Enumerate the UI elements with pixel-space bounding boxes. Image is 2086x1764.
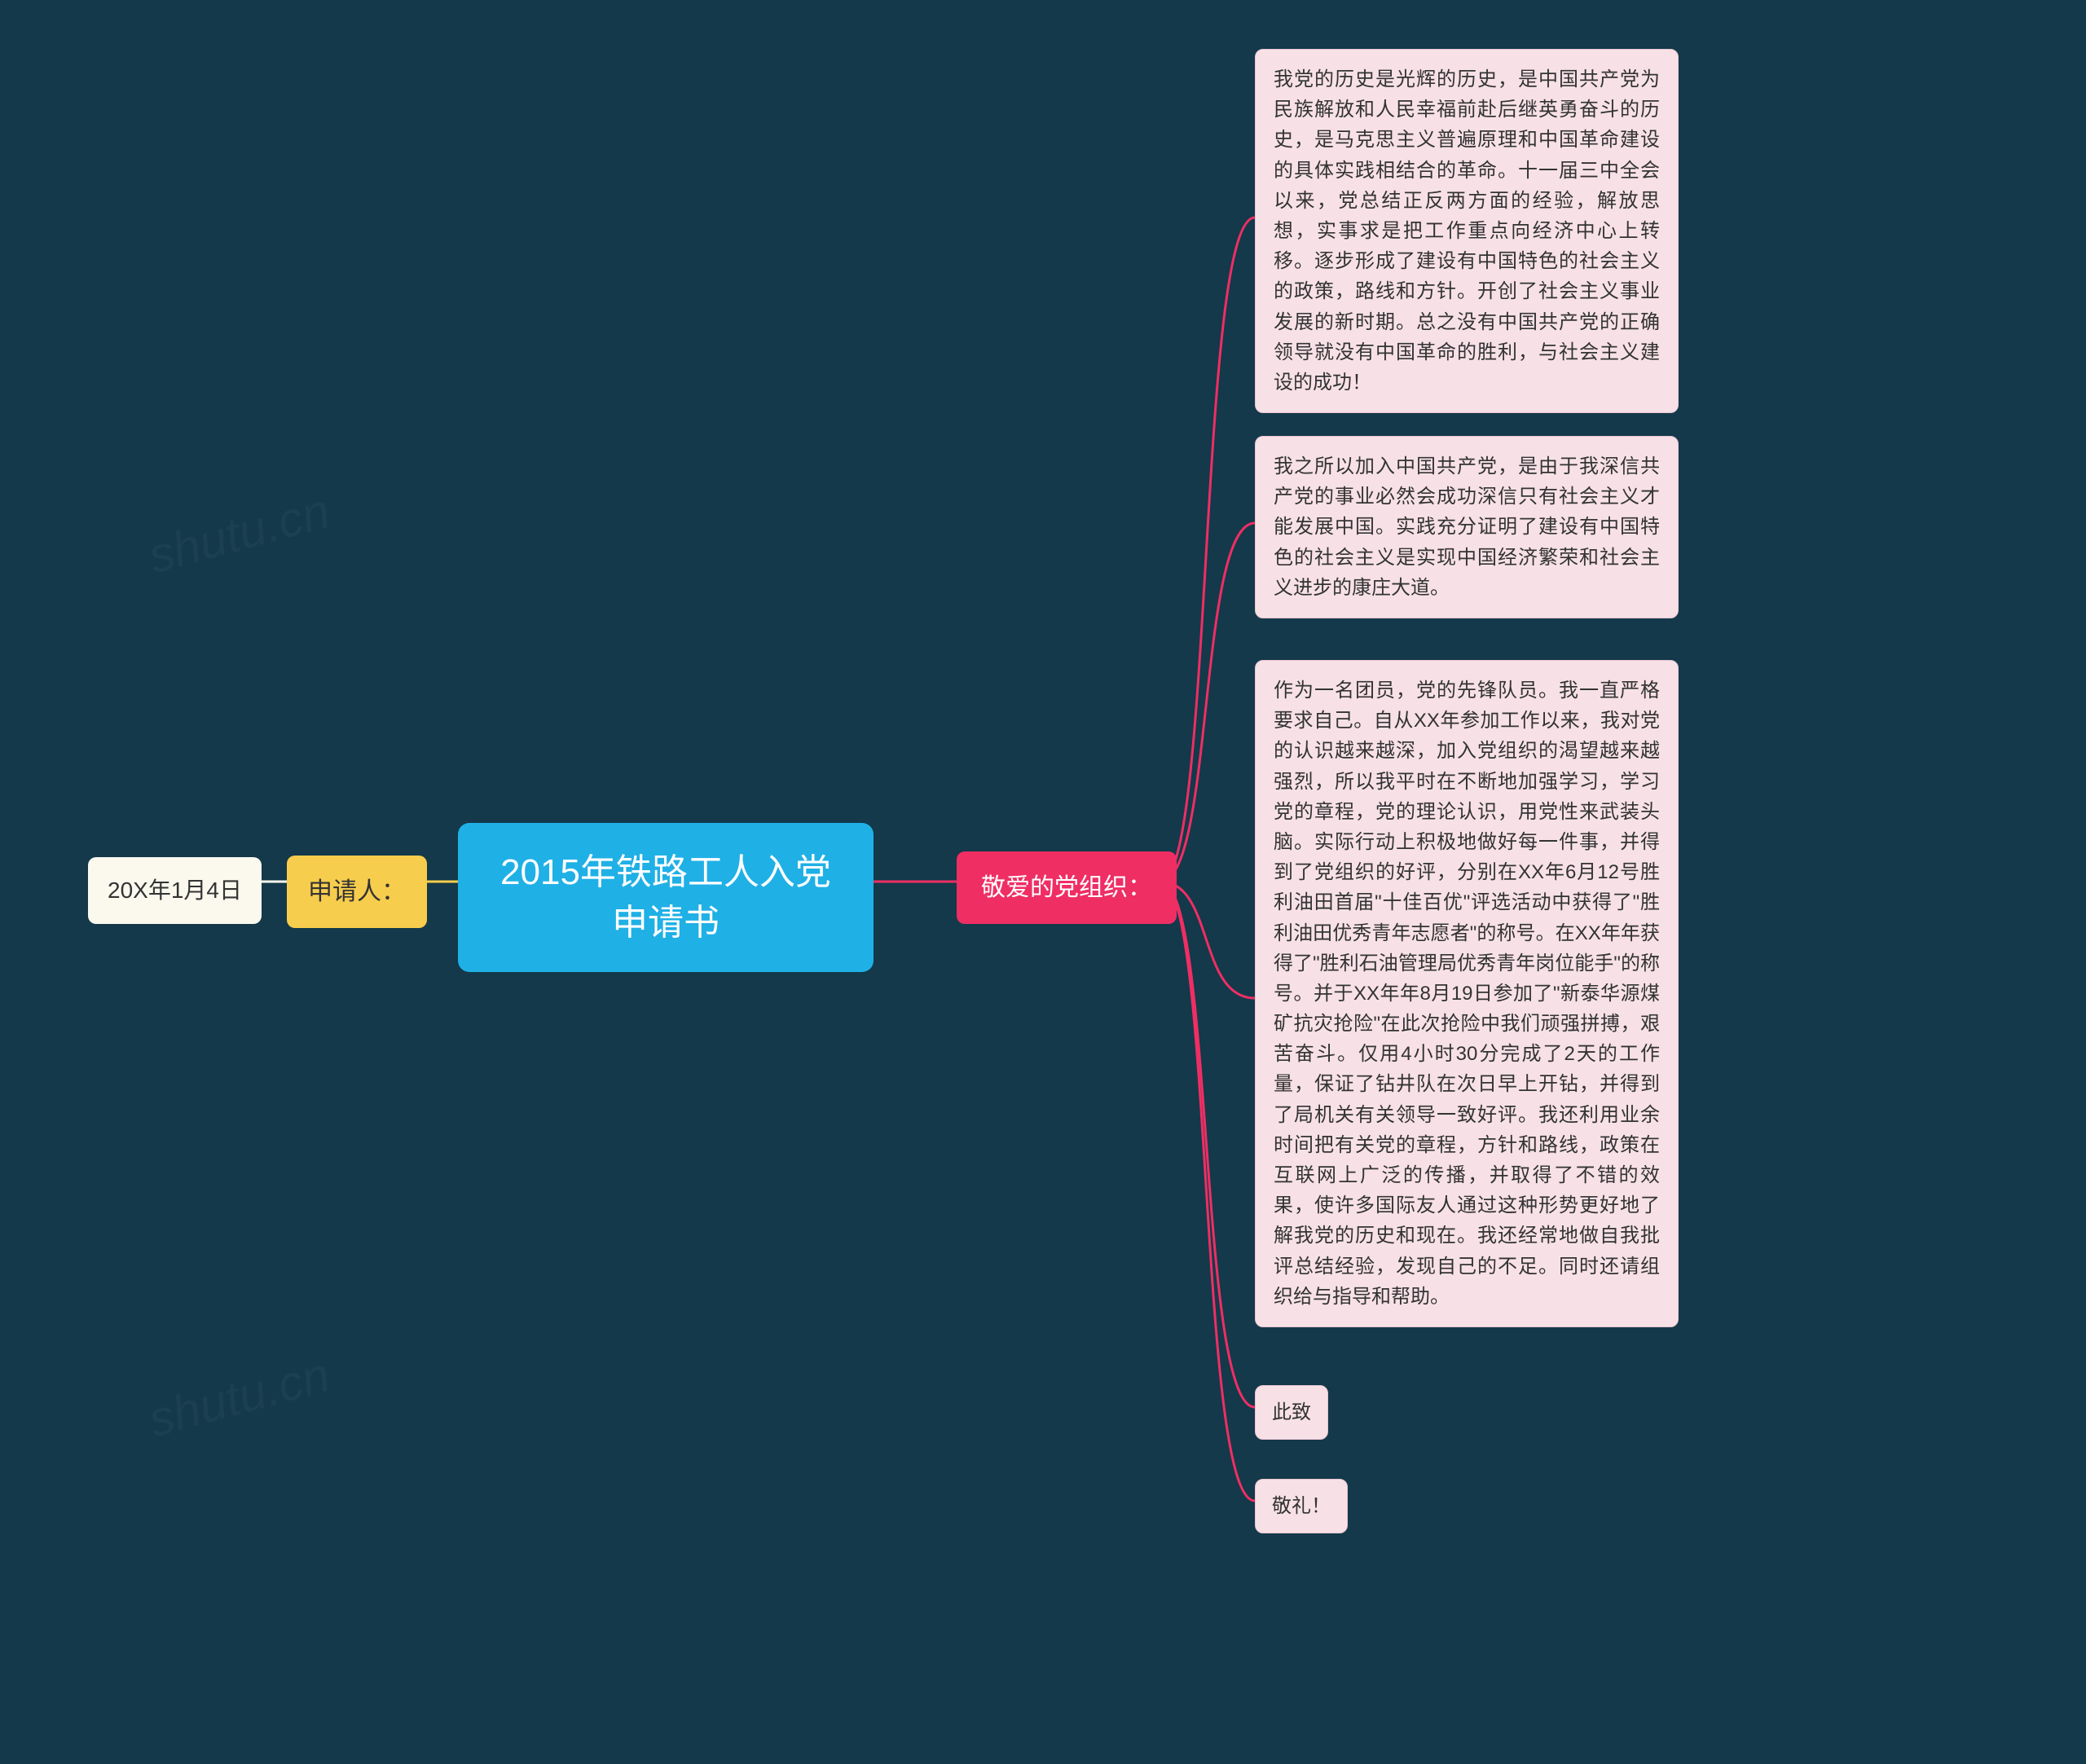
leaf-text: 敬礼！ (1272, 1495, 1331, 1517)
left-node-date[interactable]: 20X年1月4日 (88, 857, 262, 924)
leaf-node-salute[interactable]: 敬礼！ (1255, 1479, 1348, 1533)
left-node-applicant-label: 申请人： (308, 878, 406, 905)
leaf-node[interactable]: 我党的历史是光辉的历史，是中国共产党为民族解放和人民幸福前赴后继英勇奋斗的历史，… (1255, 49, 1679, 413)
right-main-label: 敬爱的党组织： (981, 874, 1152, 901)
watermark: shutu.cn (143, 482, 336, 584)
leaf-node-closing[interactable]: 此致 (1255, 1385, 1328, 1440)
center-node[interactable]: 2015年铁路工人入党申请书 (458, 823, 874, 972)
center-title: 2015年铁路工人入党申请书 (500, 852, 831, 943)
leaf-text: 我党的历史是光辉的历史，是中国共产党为民族解放和人民幸福前赴后继英勇奋斗的历史，… (1274, 68, 1660, 394)
watermark: shutu.cn (143, 1346, 336, 1448)
leaf-text: 作为一名团员，党的先锋队员。我一直严格要求自己。自从XX年参加工作以来，我对党的… (1274, 680, 1660, 1308)
leaf-node[interactable]: 我之所以加入中国共产党，是由于我深信共产党的事业必然会成功深信只有社会主义才能发… (1255, 436, 1679, 618)
left-node-date-label: 20X年1月4日 (108, 878, 242, 903)
leaf-text: 此致 (1272, 1401, 1311, 1423)
left-node-applicant[interactable]: 申请人： (287, 856, 427, 928)
right-main-node[interactable]: 敬爱的党组织： (957, 851, 1177, 924)
leaf-text: 我之所以加入中国共产党，是由于我深信共产党的事业必然会成功深信只有社会主义才能发… (1274, 455, 1660, 599)
leaf-node[interactable]: 作为一名团员，党的先锋队员。我一直严格要求自己。自从XX年参加工作以来，我对党的… (1255, 660, 1679, 1327)
